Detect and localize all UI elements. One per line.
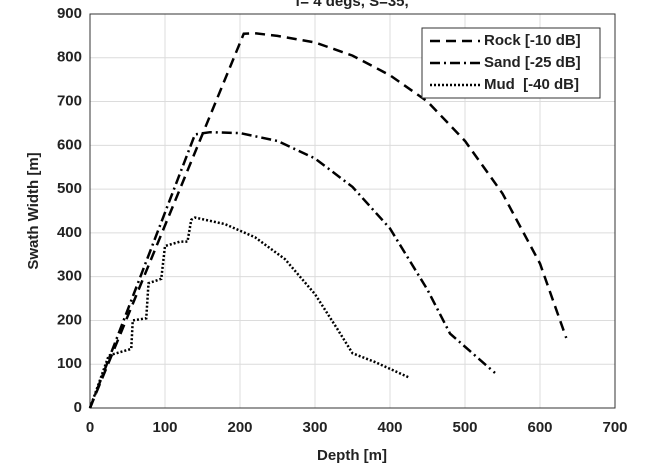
series-line [88,216,410,409]
legend-label: Sand [-25 dB] [484,54,581,71]
y-tick-label: 600 [57,136,82,153]
x-tick-label: 600 [527,419,552,436]
x-axis-label: Depth [m] [317,447,387,464]
x-tick-label: 100 [152,419,177,436]
x-tick-label: 400 [377,419,402,436]
legend-label: Mud [-40 dB] [484,76,579,93]
y-tick-label: 400 [57,224,82,241]
y-tick-label: 100 [57,355,82,372]
chart-title: f= 4 degs, S=35, [295,0,408,10]
y-tick-label: 300 [57,268,82,285]
y-tick-label: 700 [57,93,82,110]
plot-border [89,13,616,409]
legend-label: Rock [-10 dB] [484,32,581,49]
x-tick-label: 200 [227,419,252,436]
y-tick-label: 500 [57,180,82,197]
x-tick-label: 0 [86,419,94,436]
x-tick-label: 700 [602,419,627,436]
y-tick-label: 0 [74,399,82,416]
x-tick-label: 500 [452,419,477,436]
y-tick-label: 800 [57,49,82,66]
y-tick-label: 200 [57,311,82,328]
y-axis-label: Swath Width [m] [25,152,42,269]
x-tick-label: 300 [302,419,327,436]
series-line [88,32,568,409]
y-tick-label: 900 [57,5,82,22]
series-line [88,130,496,409]
